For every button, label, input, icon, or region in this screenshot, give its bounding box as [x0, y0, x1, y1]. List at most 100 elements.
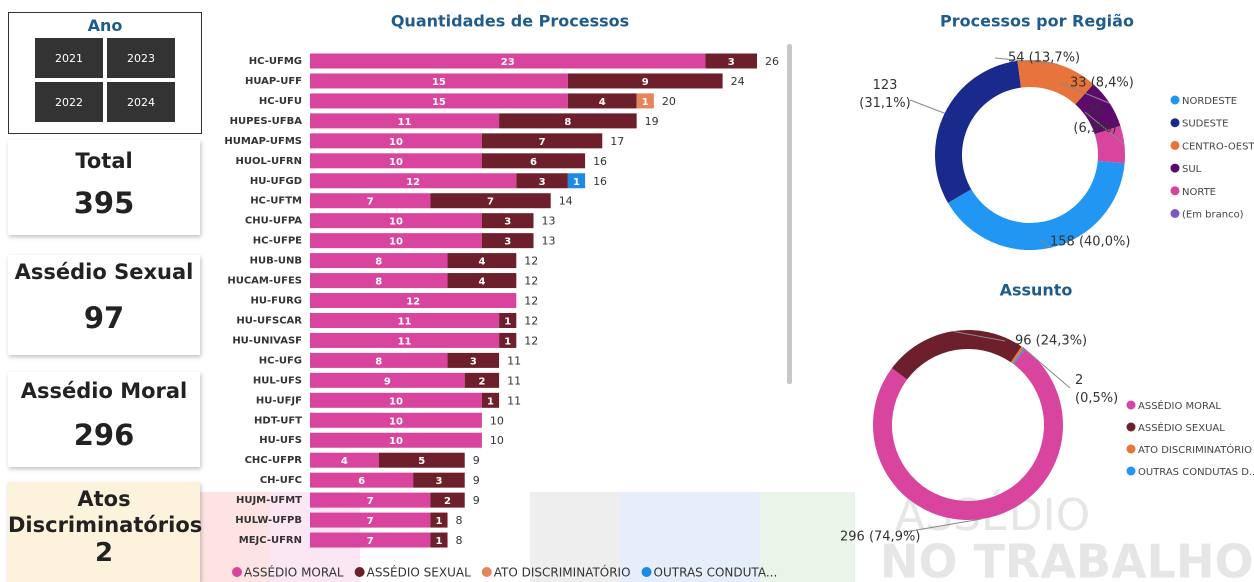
bar-segment: [447, 273, 517, 289]
category-label: HUAP-UFF: [245, 76, 302, 87]
category-label: HULW-UFPB: [235, 515, 302, 526]
leader-line: [904, 518, 982, 533]
card-label: Atos Discriminatórios: [8, 487, 203, 537]
kpi-card: Total 395: [8, 140, 200, 235]
total-label: 8: [456, 534, 463, 547]
year-button[interactable]: 2021: [35, 38, 103, 78]
legend-label: ATO DISCRIMINATÓRIO: [494, 565, 631, 580]
category-label: HUMAP-UFMS: [224, 136, 302, 147]
bar-segment: [310, 233, 482, 249]
total-label: 12: [524, 334, 538, 347]
bar-value-label: 10: [389, 137, 403, 148]
card-label: Total: [75, 149, 133, 173]
chart-title: Quantidades de Processos: [391, 12, 629, 31]
bar-segment: [310, 173, 517, 189]
bar-value-label: 8: [375, 277, 382, 288]
bar-value-label: 3: [504, 217, 511, 228]
legend-marker: [481, 567, 492, 577]
bar-segment: [430, 492, 465, 508]
bar-segment: [310, 293, 517, 309]
total-label: 11: [507, 374, 521, 387]
bar-value-label: 3: [728, 57, 735, 68]
bar-segment: [310, 73, 568, 89]
legend-label: ASSÉDIO SEXUAL: [367, 565, 471, 580]
bar-value-label: 8: [375, 257, 382, 268]
bg-block: [760, 492, 855, 582]
bar-value-label: 10: [389, 157, 403, 168]
bar-segment: [310, 532, 431, 548]
bar-segment: [378, 452, 465, 468]
year-button[interactable]: 2023: [107, 38, 175, 78]
data-label: 123 (31,1%): [859, 78, 910, 111]
bar-segment: [310, 253, 448, 269]
bar-value-label: 4: [478, 277, 485, 288]
card-value: 395: [73, 186, 135, 220]
category-label: CHU-UFPA: [245, 216, 302, 227]
bar-value-label: 1: [435, 536, 442, 547]
legend-label: SUDESTE: [1182, 119, 1228, 130]
total-label: 16: [593, 175, 607, 188]
bar-segment: [499, 113, 637, 129]
total-label: 13: [542, 215, 556, 228]
total-label: 16: [593, 155, 607, 168]
legend-marker: [1126, 422, 1136, 432]
total-label: 9: [473, 474, 480, 487]
bar-segment: [481, 153, 586, 169]
donut-slice: [1012, 348, 1026, 365]
legend-marker: [1126, 400, 1136, 410]
bar-segment: [310, 492, 431, 508]
card-label: Assédio Moral: [20, 379, 188, 403]
category-label: MEJC-UFRN: [239, 535, 302, 546]
category-label: HDT-UFT: [254, 415, 302, 426]
bar-segment: [310, 352, 448, 368]
total-label: 9: [473, 494, 480, 507]
total-label: 20: [662, 95, 676, 108]
bar-value-label: 6: [358, 476, 365, 487]
bar-segment: [310, 332, 500, 348]
legend-label: NORDESTE: [1182, 96, 1237, 107]
category-label: HUCAM-UFES: [227, 276, 302, 287]
legend-label: OUTRAS CONDUTAS D...: [1138, 467, 1254, 478]
bg-block: [620, 492, 760, 582]
bar-value-label: 10: [389, 217, 403, 228]
category-label: CH-UFC: [260, 475, 302, 486]
year-button[interactable]: 2024: [107, 82, 175, 122]
bar-value-label: 7: [539, 137, 546, 148]
category-label: HU-FURG: [251, 296, 303, 307]
bar-value-label: 11: [398, 117, 412, 128]
bar-value-label: 3: [470, 356, 477, 367]
category-label: HUPES-UFBA: [230, 116, 303, 127]
bar-segment: [310, 512, 431, 528]
bar-value-label: 15: [432, 97, 446, 108]
total-label: 26: [765, 55, 779, 68]
bar-segment: [499, 332, 517, 348]
data-label: 96 (24,3%): [1015, 334, 1087, 349]
bar-segment: [310, 452, 379, 468]
watermark: NO TRABALHO: [880, 535, 1254, 582]
leader-line: [1022, 346, 1071, 389]
bar-value-label: 1: [642, 97, 649, 108]
scrollbar[interactable]: [787, 44, 792, 384]
total-label: 12: [524, 275, 538, 288]
bar-segment: [464, 372, 500, 388]
bar-value-label: 1: [487, 396, 494, 407]
bar-segment: [481, 392, 500, 408]
year-button[interactable]: 2022: [35, 82, 103, 122]
bar-value-label: 4: [478, 257, 485, 268]
bar-segment: [430, 193, 551, 209]
legend-label: ASSÉDIO MORAL: [244, 565, 344, 580]
bar-segment: [447, 352, 500, 368]
total-label: 13: [542, 235, 556, 248]
bar-value-label: 15: [432, 77, 446, 88]
donut-slice: [1075, 84, 1121, 135]
bar-segment: [310, 412, 482, 428]
bar-segment: [636, 93, 654, 109]
kpi-card: Atos Discriminatórios 2: [8, 482, 203, 582]
legend-marker: [1170, 163, 1180, 173]
data-label: 25 (6,3%): [1073, 103, 1116, 136]
legend-label: ATO DISCRIMINATÓRIO: [1138, 443, 1252, 456]
bar-value-label: 1: [504, 336, 511, 347]
legend-marker: [1170, 186, 1180, 196]
total-label: 10: [490, 414, 504, 427]
